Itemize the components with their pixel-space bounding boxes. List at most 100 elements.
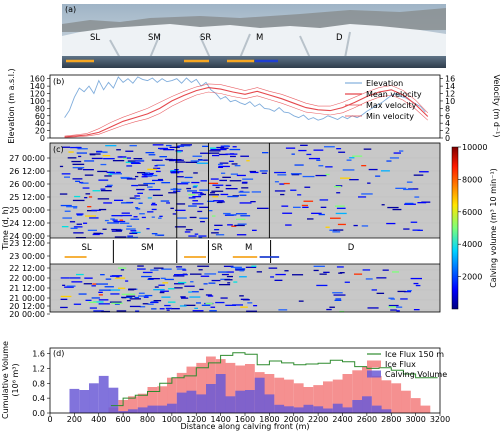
calving-event <box>106 184 113 186</box>
calving-event <box>148 278 160 280</box>
bar-ice-flux <box>196 362 207 413</box>
calving-event <box>397 290 406 293</box>
colorbar <box>451 146 459 310</box>
calving-event <box>219 179 227 182</box>
calving-event <box>160 200 170 202</box>
bar-calving-volume <box>381 409 392 413</box>
ytick-label: 20 <box>35 127 45 136</box>
calving-event <box>174 274 180 276</box>
calving-event <box>181 297 189 299</box>
calving-event <box>199 217 208 219</box>
calving-event <box>209 310 217 312</box>
calving-event <box>60 204 72 207</box>
calving-event <box>198 236 203 239</box>
xtick-label: 0 <box>47 415 52 424</box>
calving-event <box>129 145 137 147</box>
calving-event <box>313 269 319 272</box>
panel-c-lower-raster <box>50 264 440 312</box>
calving-event <box>349 157 355 159</box>
ytick-label: 1.2 <box>32 364 45 373</box>
calving-event <box>325 226 330 228</box>
calving-event <box>214 224 223 226</box>
calving-event <box>98 303 110 305</box>
calving-event <box>105 186 112 188</box>
calving-event <box>78 155 82 158</box>
calving-event <box>93 310 104 312</box>
calving-event <box>319 273 327 275</box>
calving-event <box>68 151 74 153</box>
calving-event <box>170 170 178 172</box>
calving-event <box>120 176 130 179</box>
calving-event <box>158 147 169 150</box>
calving-event <box>129 197 137 199</box>
calving-event <box>137 265 144 267</box>
calving-event <box>332 231 341 233</box>
xtick-label: 400 <box>91 415 106 424</box>
calving-event <box>136 208 141 210</box>
calving-event <box>256 271 262 273</box>
calving-event <box>412 229 421 231</box>
calving-event <box>166 202 170 204</box>
calving-event <box>85 299 92 301</box>
calving-event <box>134 195 140 197</box>
calving-event <box>83 222 88 224</box>
colorbar-tick-label: 10000 <box>462 143 487 152</box>
calving-event <box>239 276 247 278</box>
calving-event <box>241 182 248 184</box>
calving-event <box>313 265 325 267</box>
calving-event <box>151 308 157 310</box>
calving-event <box>212 215 216 217</box>
calving-event <box>404 203 416 205</box>
calving-event <box>175 161 186 163</box>
time-tick-label: 22 12:00 <box>9 264 45 273</box>
series-line-mean-velocity <box>64 87 429 138</box>
calving-event <box>292 274 304 276</box>
panel-a-photo: (a) SL SM SR M D <box>62 4 446 68</box>
calving-event <box>112 219 118 221</box>
calving-event <box>196 162 209 164</box>
calving-event <box>135 175 139 178</box>
calving-event <box>154 286 159 288</box>
calving-event <box>361 225 369 227</box>
bar-ice-flux <box>245 364 255 413</box>
calving-event <box>294 164 304 166</box>
bar-ice-flux <box>284 379 294 413</box>
bar-ice-flux <box>362 366 372 413</box>
calving-event <box>73 232 84 234</box>
calving-event <box>149 172 154 175</box>
ytick-label-right: 12 <box>445 90 455 99</box>
legend-label: Max velocity <box>366 101 417 110</box>
calving-event <box>290 173 302 175</box>
calving-event <box>198 269 203 271</box>
calving-event <box>325 166 333 168</box>
calving-event <box>73 207 78 209</box>
calving-event <box>227 195 238 198</box>
calving-event <box>111 302 123 304</box>
calving-event <box>175 209 186 211</box>
calving-event <box>313 149 324 151</box>
calving-event <box>389 157 399 159</box>
bar-ice-flux <box>293 383 304 413</box>
calving-event <box>74 195 81 198</box>
calving-event <box>208 282 216 284</box>
calving-event <box>134 198 141 200</box>
calving-event <box>133 216 138 218</box>
calving-event <box>138 184 148 186</box>
calving-event <box>395 187 407 189</box>
calving-event <box>200 152 211 154</box>
calving-event <box>98 179 109 181</box>
calving-event <box>297 194 302 196</box>
photo-zone-sl: SL <box>90 33 100 43</box>
xtick-label: 1600 <box>235 415 255 424</box>
calving-event <box>115 229 122 231</box>
calving-event <box>246 310 257 312</box>
ytick-label: 0.8 <box>32 379 45 388</box>
legend-label: Elevation <box>366 79 403 88</box>
calving-event <box>200 275 210 277</box>
calving-event <box>60 306 68 309</box>
calving-event <box>253 305 258 307</box>
bar-ice-flux <box>167 377 177 413</box>
panel-b-frame <box>49 74 441 139</box>
section-label-sl: SL <box>81 243 91 253</box>
calving-event <box>336 266 344 268</box>
